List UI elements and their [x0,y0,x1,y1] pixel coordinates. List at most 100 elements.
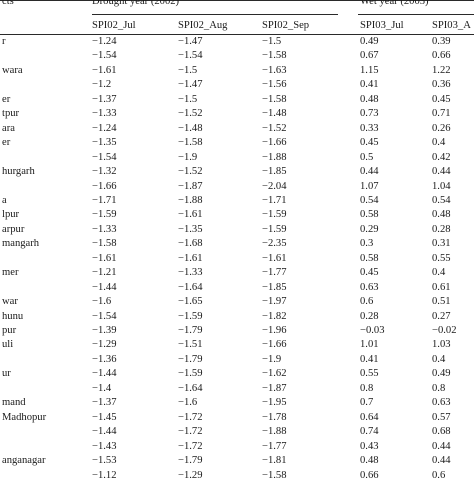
value-cell: −1.54 [92,151,117,163]
value-cell: −1.33 [92,223,117,235]
value-cell: 0.5 [360,151,374,163]
value-cell: 0.54 [360,194,379,206]
value-cell: 0.43 [360,440,379,452]
value-cell: −1.77 [262,440,287,452]
value-cell: −0.02 [432,325,457,336]
district-cell: ara [2,122,15,134]
value-cell: 0.4 [432,267,446,279]
value-cell: −1.24 [92,122,117,134]
value-cell: −2.35 [262,238,287,250]
value-cell: 0.8 [360,382,374,394]
value-cell: 0.36 [432,79,451,91]
value-cell: −1.95 [262,397,287,409]
value-cell: 0.48 [360,455,379,467]
value-cell: 0.26 [432,122,451,134]
value-cell: 0.3 [360,238,374,250]
value-cell: 1.01 [360,339,379,351]
district-cell: uli [2,339,14,351]
value-cell: −1.44 [92,368,117,380]
value-cell: 0.58 [360,209,379,221]
value-cell: −1.52 [178,166,203,178]
value-cell: −1.5 [178,64,198,76]
value-cell: 0.31 [432,238,451,250]
value-cell: −1.47 [178,36,203,47]
value-cell: −1.33 [178,267,203,279]
value-cell: −1.24 [92,36,117,47]
value-cell: −1.59 [262,209,287,221]
value-cell: −1.61 [262,252,287,264]
district-cell: Madhopur [2,411,47,423]
district-cell: anganagar [2,455,46,467]
value-cell: −1.52 [178,108,203,120]
value-cell: −1.39 [92,325,117,336]
district-cell: arpur [2,223,25,235]
value-cell: 0.49 [432,368,451,380]
value-cell: −1.72 [178,411,203,423]
value-cell: 0.66 [360,469,379,481]
value-cell: −1.47 [178,79,203,91]
district-cell: mangarh [2,238,40,250]
value-cell: −1.81 [262,455,287,467]
column-header: SPI03_Jul [360,20,404,31]
group-header-drought: Drought year (2002) [92,0,180,7]
value-cell: −1.56 [262,79,287,91]
value-cell: −1.59 [178,310,203,322]
value-cell: 0.41 [360,79,379,91]
value-cell: 0.44 [432,455,451,467]
value-cell: −1.29 [178,469,203,481]
value-cell: 0.6 [432,469,446,481]
value-cell: −1.66 [262,339,287,351]
value-cell: 0.71 [432,108,451,120]
district-cell: tpur [2,108,20,120]
value-cell: −1.65 [178,296,203,308]
value-cell: −1.29 [92,339,117,351]
value-cell: −1.58 [92,238,117,250]
value-cell: −1.68 [178,238,203,250]
header-rule [0,34,474,35]
value-cell: 1.07 [360,180,379,192]
value-cell: 0.28 [432,223,451,235]
value-cell: −1.5 [178,93,198,105]
value-cell: −1.61 [178,209,203,221]
value-cell: −1.9 [178,151,198,163]
district-cell: war [2,296,18,308]
top-rule [0,0,474,1]
value-cell: 0.58 [360,252,379,264]
value-cell: −1.97 [262,296,287,308]
value-cell: −2.04 [262,180,287,192]
district-cell: hurgarh [2,166,35,178]
value-cell: −1.5 [262,36,282,47]
column-header: SPI02_Jul [92,20,136,31]
value-cell: −1.44 [92,281,117,293]
value-cell: 0.48 [432,209,451,221]
value-cell: −1.88 [178,194,203,206]
value-cell: −1.71 [92,194,117,206]
value-cell: −1.64 [178,382,203,394]
value-cell: −1.48 [262,108,287,120]
value-cell: −1.32 [92,166,117,178]
value-cell: 0.44 [360,166,379,178]
value-cell: 0.45 [360,267,379,279]
value-cell: 1.15 [360,64,379,76]
value-cell: −1.21 [92,267,117,279]
value-cell: −1.43 [92,440,117,452]
value-cell: −1.64 [178,281,203,293]
value-cell: −1.2 [92,79,112,91]
value-cell: 0.39 [432,36,451,47]
value-cell: 0.63 [360,281,379,293]
group-header-wet: Wet year (2003) [360,0,429,7]
value-cell: −1.78 [262,411,287,423]
value-cell: −1.35 [92,137,117,149]
value-cell: 0.27 [432,310,451,322]
value-cell: −1.72 [178,426,203,438]
value-cell: −1.62 [262,368,287,380]
value-cell: −1.59 [178,368,203,380]
value-cell: −1.6 [178,397,198,409]
value-cell: 1.03 [432,339,451,351]
value-cell: 0.49 [360,36,379,47]
column-header: SPI02_Sep [262,20,310,31]
column-header: SPI02_Aug [178,20,228,31]
value-cell: −1.58 [262,93,287,105]
value-cell: 1.22 [432,64,451,76]
